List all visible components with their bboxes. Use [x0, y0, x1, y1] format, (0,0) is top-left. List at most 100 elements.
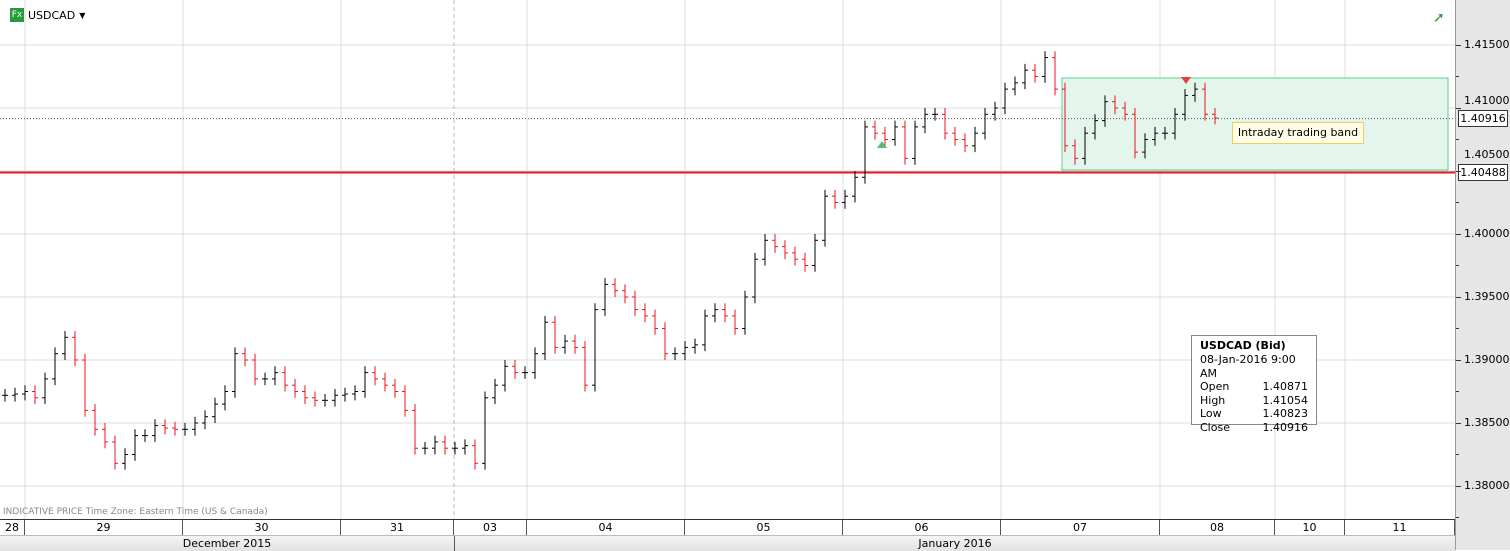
ohlc-bar[interactable] — [1112, 95, 1118, 115]
ohlc-bar[interactable] — [392, 378, 398, 398]
ohlc-bar[interactable] — [412, 404, 418, 455]
ohlc-bar[interactable] — [142, 429, 148, 442]
ohlc-bar[interactable] — [172, 421, 178, 436]
ohlc-bar[interactable] — [502, 360, 508, 392]
ohlc-bar[interactable] — [672, 347, 678, 360]
ohlc-bar[interactable] — [112, 435, 118, 470]
ohlc-bar[interactable] — [432, 435, 438, 455]
ohlc-bar[interactable] — [922, 108, 928, 134]
ohlc-bar[interactable] — [1022, 63, 1028, 90]
ohlc-bar[interactable] — [612, 278, 618, 297]
ohlc-bar[interactable] — [292, 378, 298, 398]
ohlc-bar[interactable] — [1002, 82, 1008, 115]
ohlc-bar[interactable] — [202, 410, 208, 430]
ohlc-bar[interactable] — [262, 372, 268, 386]
ohlc-bar[interactable] — [152, 419, 158, 442]
ohlc-bar[interactable] — [1062, 82, 1068, 153]
ohlc-bar[interactable] — [212, 397, 218, 423]
ohlc-bar[interactable] — [942, 108, 948, 140]
ohlc-bar[interactable] — [492, 378, 498, 405]
ohlc-bar[interactable] — [12, 387, 18, 402]
ohlc-bar[interactable] — [182, 423, 188, 436]
ohlc-bar[interactable] — [322, 394, 328, 407]
ohlc-bar[interactable] — [822, 189, 828, 247]
ohlc-bar[interactable] — [592, 303, 598, 392]
ohlc-bar[interactable] — [482, 391, 488, 470]
ohlc-bar[interactable] — [1142, 133, 1148, 159]
ohlc-bar[interactable] — [472, 439, 478, 470]
ohlc-bar[interactable] — [832, 189, 838, 209]
ohlc-bar[interactable] — [382, 372, 388, 392]
ohlc-bar[interactable] — [632, 290, 638, 316]
ohlc-bar[interactable] — [312, 391, 318, 407]
ohlc-bar[interactable] — [742, 290, 748, 335]
ohlc-bar[interactable] — [842, 189, 848, 209]
ohlc-bar[interactable] — [462, 439, 468, 455]
ohlc-bar[interactable] — [962, 133, 968, 153]
ohlc-bar[interactable] — [812, 234, 818, 272]
ohlc-bar[interactable] — [992, 101, 998, 121]
ohlc-bar[interactable] — [582, 341, 588, 392]
ohlc-bar[interactable] — [72, 331, 78, 367]
ohlc-bar[interactable] — [652, 309, 658, 335]
ohlc-bar[interactable] — [1192, 82, 1198, 102]
ohlc-bar[interactable] — [602, 278, 608, 316]
ohlc-bar[interactable] — [402, 385, 408, 417]
ohlc-bar[interactable] — [422, 441, 428, 455]
ohlc-bar[interactable] — [702, 309, 708, 352]
ohlc-bar[interactable] — [42, 372, 48, 405]
ohlc-bar[interactable] — [442, 435, 448, 455]
ohlc-bar[interactable] — [332, 388, 338, 407]
ohlc-bar[interactable] — [552, 315, 558, 354]
ohlc-bar[interactable] — [902, 120, 908, 165]
ohlc-bar[interactable] — [1082, 126, 1088, 165]
ohlc-bar[interactable] — [1212, 108, 1218, 125]
ohlc-bar[interactable] — [912, 120, 918, 165]
ohlc-bar[interactable] — [222, 385, 228, 411]
ohlc-bar[interactable] — [1012, 76, 1018, 96]
ohlc-bar[interactable] — [2, 388, 8, 402]
ohlc-bar[interactable] — [242, 347, 248, 367]
ohlc-bar[interactable] — [752, 252, 758, 304]
ohlc-bar[interactable] — [1102, 95, 1108, 127]
ohlc-bar[interactable] — [882, 126, 888, 146]
ohlc-bar[interactable] — [712, 303, 718, 323]
ohlc-bar[interactable] — [162, 419, 168, 435]
ohlc-bar[interactable] — [852, 171, 858, 203]
ohlc-bar[interactable] — [952, 126, 958, 146]
ohlc-bar[interactable] — [452, 441, 458, 455]
ohlc-bar[interactable] — [82, 353, 88, 417]
ohlc-bar[interactable] — [132, 429, 138, 461]
ohlc-bar[interactable] — [22, 385, 28, 401]
ohlc-bar[interactable] — [62, 331, 68, 360]
ohlc-bar[interactable] — [532, 347, 538, 379]
ohlc-bar[interactable] — [372, 366, 378, 386]
ohlc-bar[interactable] — [522, 366, 528, 379]
ohlc-bar[interactable] — [872, 120, 878, 140]
ohlc-bar[interactable] — [1152, 126, 1158, 146]
ohlc-bar[interactable] — [1172, 108, 1178, 140]
ohlc-bar[interactable] — [982, 108, 988, 140]
ohlc-bar[interactable] — [232, 347, 238, 398]
ohlc-bar[interactable] — [1052, 51, 1058, 96]
ohlc-bar[interactable] — [762, 234, 768, 266]
ohlc-bar[interactable] — [1182, 89, 1188, 121]
ohlc-bar[interactable] — [782, 240, 788, 260]
ohlc-bar[interactable] — [362, 366, 368, 398]
ohlc-bar[interactable] — [682, 341, 688, 360]
ohlc-bar[interactable] — [722, 303, 728, 323]
trend-up-arrow-icon[interactable]: ➚ — [1433, 10, 1445, 26]
ohlc-bar[interactable] — [102, 423, 108, 449]
ohlc-bar[interactable] — [642, 303, 648, 323]
ohlc-bar[interactable] — [1122, 101, 1128, 121]
ohlc-bar[interactable] — [1042, 51, 1048, 83]
ohlc-bar[interactable] — [772, 234, 778, 253]
ohlc-bar[interactable] — [1092, 114, 1098, 140]
ohlc-bar[interactable] — [252, 353, 258, 386]
ohlc-bar[interactable] — [272, 366, 278, 386]
ohlc-bar[interactable] — [1202, 82, 1208, 121]
ohlc-bar[interactable] — [572, 334, 578, 354]
ohlc-bar[interactable] — [662, 322, 668, 360]
ohlc-bar[interactable] — [862, 120, 868, 184]
ohlc-bar[interactable] — [622, 284, 628, 304]
